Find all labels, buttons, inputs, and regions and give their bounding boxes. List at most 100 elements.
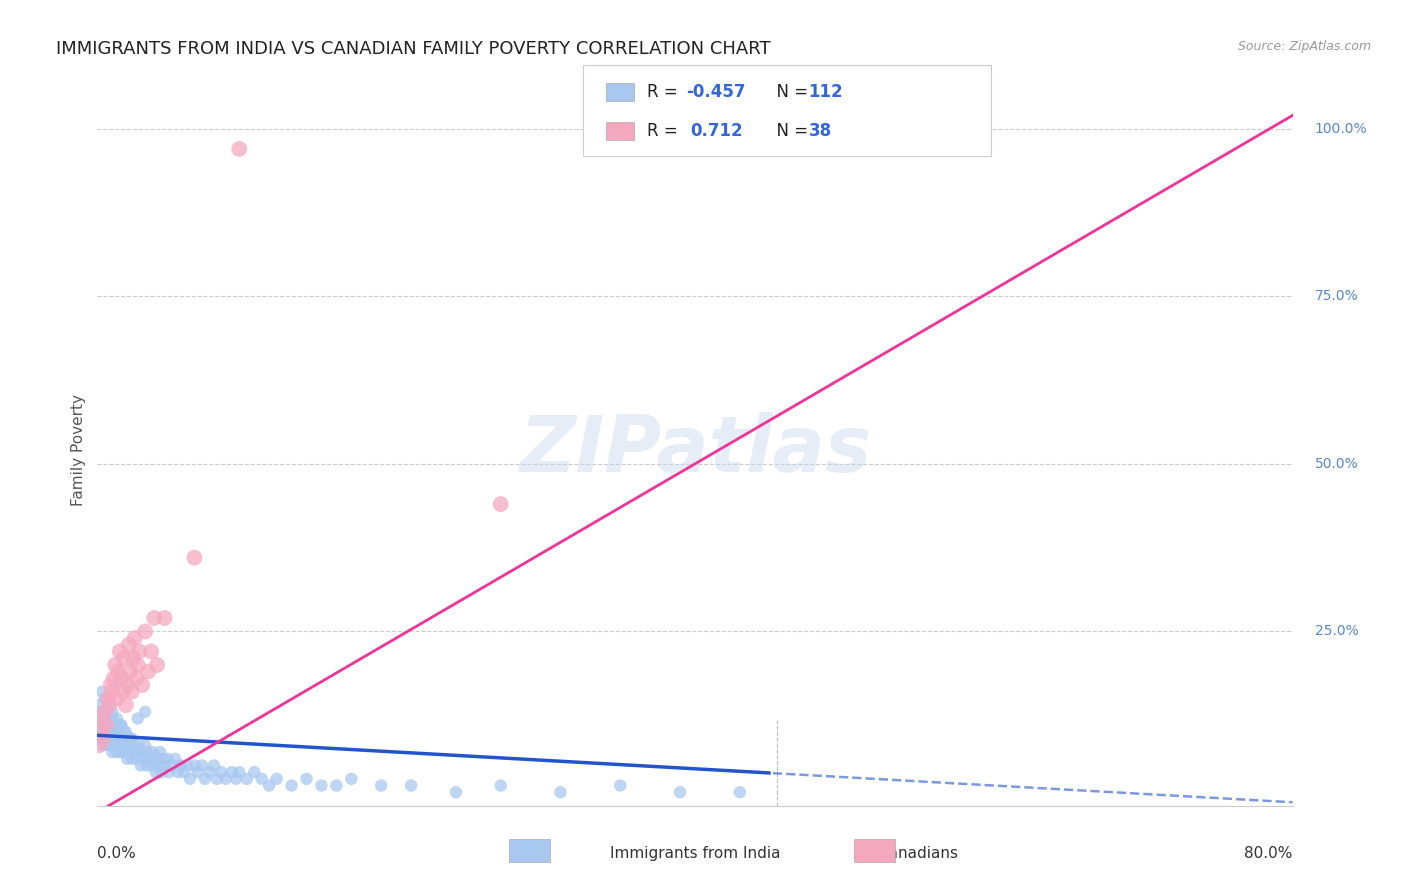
Point [150, 765, 173, 780]
Point [122, 651, 145, 665]
Point [105, 712, 128, 726]
Point [236, 772, 259, 786]
Point [112, 739, 135, 753]
Text: Immigrants from India: Immigrants from India [610, 846, 780, 861]
Point [325, 779, 347, 793]
Point [191, 758, 214, 772]
Text: -0.457: -0.457 [686, 83, 745, 101]
Point [121, 752, 143, 766]
Text: N =: N = [766, 83, 814, 101]
Point [91, 731, 114, 746]
Text: Canadians: Canadians [877, 846, 957, 861]
Point [96, 731, 118, 746]
Point [152, 752, 174, 766]
Point [138, 752, 160, 766]
Text: 0.712: 0.712 [690, 122, 742, 140]
Point [89, 725, 111, 739]
Point [295, 772, 318, 786]
Point [156, 752, 179, 766]
Point [143, 611, 166, 625]
Point [148, 758, 170, 772]
Point [98, 698, 121, 712]
Point [115, 731, 138, 746]
Point [114, 725, 136, 739]
Text: 50.0%: 50.0% [1315, 457, 1358, 471]
Y-axis label: Family Poverty: Family Poverty [72, 394, 86, 507]
Point [153, 611, 176, 625]
Point [228, 765, 250, 780]
Point [101, 712, 124, 726]
Point [340, 772, 363, 786]
Point [215, 772, 238, 786]
Point [97, 739, 120, 753]
Point [131, 678, 153, 692]
Point [669, 785, 692, 799]
Point [94, 691, 117, 706]
Point [108, 731, 131, 746]
Point [221, 765, 243, 780]
Point [186, 765, 208, 780]
Point [146, 752, 169, 766]
Point [202, 758, 225, 772]
Point [489, 779, 512, 793]
Point [124, 631, 146, 645]
Point [132, 752, 155, 766]
Point [118, 739, 141, 753]
Point [104, 739, 127, 753]
Point [108, 745, 131, 759]
Point [94, 725, 117, 739]
Point [111, 731, 134, 746]
Text: ZIPatlas: ZIPatlas [519, 412, 872, 489]
Point [142, 745, 165, 759]
Text: N =: N = [766, 122, 814, 140]
Point [97, 718, 120, 732]
Point [183, 550, 205, 565]
Point [120, 665, 142, 679]
Point [100, 678, 122, 692]
Point [225, 772, 247, 786]
Point [127, 657, 149, 672]
Point [103, 731, 125, 746]
Point [153, 758, 176, 772]
Point [176, 758, 198, 772]
Point [157, 765, 180, 780]
Text: R =: R = [647, 122, 688, 140]
Point [205, 772, 228, 786]
Point [163, 752, 186, 766]
Point [115, 752, 138, 766]
Point [127, 739, 149, 753]
Text: R =: R = [647, 83, 683, 101]
Point [105, 745, 128, 759]
Point [112, 725, 135, 739]
Point [87, 698, 110, 712]
Point [87, 725, 110, 739]
Point [128, 644, 150, 658]
Point [179, 772, 201, 786]
Point [489, 497, 512, 511]
Point [125, 671, 148, 685]
Point [110, 671, 132, 685]
Point [134, 624, 156, 639]
Point [173, 765, 195, 780]
Point [311, 779, 333, 793]
Text: IMMIGRANTS FROM INDIA VS CANADIAN FAMILY POVERTY CORRELATION CHART: IMMIGRANTS FROM INDIA VS CANADIAN FAMILY… [56, 40, 770, 58]
Text: 100.0%: 100.0% [1315, 122, 1367, 136]
Text: 80.0%: 80.0% [1244, 846, 1292, 861]
Point [609, 779, 631, 793]
Point [98, 698, 121, 712]
Point [370, 779, 392, 793]
Text: 38: 38 [808, 122, 831, 140]
Point [121, 731, 143, 746]
Point [96, 718, 118, 732]
Point [110, 718, 132, 732]
Point [101, 705, 124, 719]
Point [728, 785, 751, 799]
Point [128, 745, 150, 759]
Point [111, 745, 134, 759]
Point [134, 705, 156, 719]
Point [139, 644, 162, 658]
Point [90, 712, 112, 726]
Point [139, 758, 162, 772]
Point [107, 665, 129, 679]
Point [103, 671, 125, 685]
